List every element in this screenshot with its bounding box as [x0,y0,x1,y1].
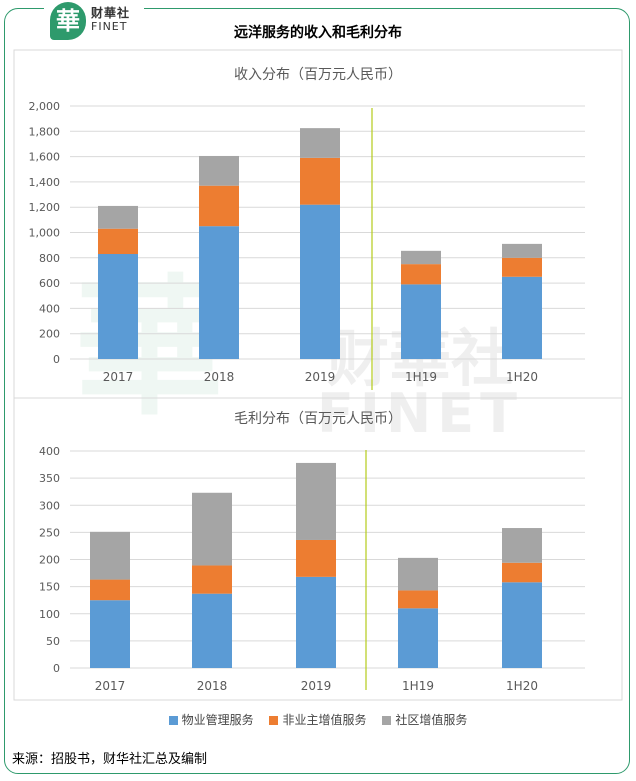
gross-profit-bar-1H20-s3 [502,528,542,563]
gross-profit-bar-2018-s3 [192,492,232,566]
revenue-ytick-label: 400 [39,302,60,315]
gross-profit-ytick-label: 300 [39,499,60,512]
legend-swatch [269,716,279,725]
revenue-bar-2017-s1 [98,254,138,359]
gross-profit-bar-2018-s2 [192,565,232,594]
legend-item-property: 物业管理服务 [168,711,254,728]
chart-frame [4,8,630,774]
gross-profit-ytick-label: 200 [39,554,60,567]
revenue-xtick-label: 1H19 [405,370,437,384]
legend-item-nonowner: 非业主增值服务 [269,711,367,728]
watermark-en: FINET [317,382,523,445]
revenue-bar-2018-s3 [199,155,239,186]
revenue-bar-1H20-s2 [502,257,542,277]
revenue-ytick-label: 1,000 [29,227,61,240]
gross-profit-ytick-label: 250 [39,526,60,539]
revenue-ytick-label: 1,600 [29,151,61,164]
source-note: 来源：招股书，财华社汇总及编制 [12,752,208,767]
gross-profit-bar-1H20-s1 [502,582,542,668]
revenue-ytick-label: 800 [39,252,60,265]
revenue-bar-2019-s1 [300,204,340,359]
revenue-bar-2018-s1 [199,226,239,359]
gross-profit-xtick-label: 2017 [95,679,126,693]
gross-profit-ytick-label: 400 [39,445,60,458]
gross-profit-bar-2017-s3 [90,531,130,580]
gross-profit-xtick-label: 1H20 [506,679,538,693]
revenue-ytick-label: 1,800 [29,125,61,138]
revenue-xtick-label: 2017 [103,370,134,384]
revenue-bar-2017-s3 [98,205,138,229]
gross-profit-bar-2019-s2 [296,539,336,577]
gross-profit-ytick-label: 350 [39,472,60,485]
revenue-ytick-label: 2,000 [29,100,61,113]
revenue-bar-2019-s2 [300,157,340,205]
revenue-xtick-label: 2018 [204,370,235,384]
gross-profit-bar-2017-s2 [90,579,130,601]
revenue-ytick-label: 1,400 [29,176,61,189]
gross-profit-ytick-label: 50 [46,635,60,648]
logo-mark: 華 [50,2,86,40]
gross-profit-bar-2019-s3 [296,462,336,540]
revenue-ytick-label: 200 [39,328,60,341]
gross-profit-chart-title: 毛利分布（百万元人民币） [234,411,402,427]
finet-logo: 華 财華社 FINET [44,0,144,46]
legend-label: 社区增值服务 [395,713,468,727]
legend-swatch [382,716,392,725]
logo-name-cn: 财華社 [91,6,131,20]
revenue-chart-title: 收入分布（百万元人民币） [234,67,402,83]
revenue-bar-1H20-s3 [502,243,542,258]
revenue-xtick-label: 1H20 [506,370,538,384]
revenue-ytick-label: 600 [39,277,60,290]
revenue-xtick-label: 2019 [305,370,336,384]
gross-profit-bar-2019-s1 [296,576,336,668]
gross-profit-xtick-label: 2019 [301,679,332,693]
legend-item-community: 社区增值服务 [382,711,467,728]
gross-profit-bar-1H19-s3 [398,557,438,591]
gross-profit-panel [13,397,623,701]
gross-profit-bar-1H19-s2 [398,590,438,609]
gross-profit-bar-2018-s1 [192,593,232,668]
revenue-bar-1H19-s1 [401,284,441,359]
revenue-ytick-label: 0 [53,353,60,366]
gross-profit-xtick-label: 1H19 [402,679,434,693]
revenue-bar-2018-s2 [199,185,239,227]
revenue-bar-1H20-s1 [502,276,542,359]
main-title: 远洋服务的收入和毛利分布 [234,25,402,41]
gross-profit-ytick-label: 0 [53,662,60,675]
logo-name-en: FINET [91,20,128,33]
legend: 物业管理服务 非业主增值服务 社区增值服务 [0,711,636,728]
revenue-bar-1H19-s3 [401,250,441,265]
gross-profit-bar-2017-s1 [90,600,130,668]
gross-profit-bar-1H20-s2 [502,562,542,583]
revenue-ytick-label: 1,200 [29,201,61,214]
revenue-bar-1H19-s2 [401,264,441,285]
legend-swatch [168,716,178,725]
legend-label: 非业主增值服务 [282,713,367,727]
gross-profit-xtick-label: 2018 [197,679,228,693]
revenue-bar-2019-s3 [300,128,340,158]
gross-profit-ytick-label: 150 [39,581,60,594]
gross-profit-ytick-label: 100 [39,608,60,621]
legend-label: 物业管理服务 [181,713,254,727]
revenue-bar-2017-s2 [98,228,138,255]
gross-profit-bar-1H19-s1 [398,608,438,668]
